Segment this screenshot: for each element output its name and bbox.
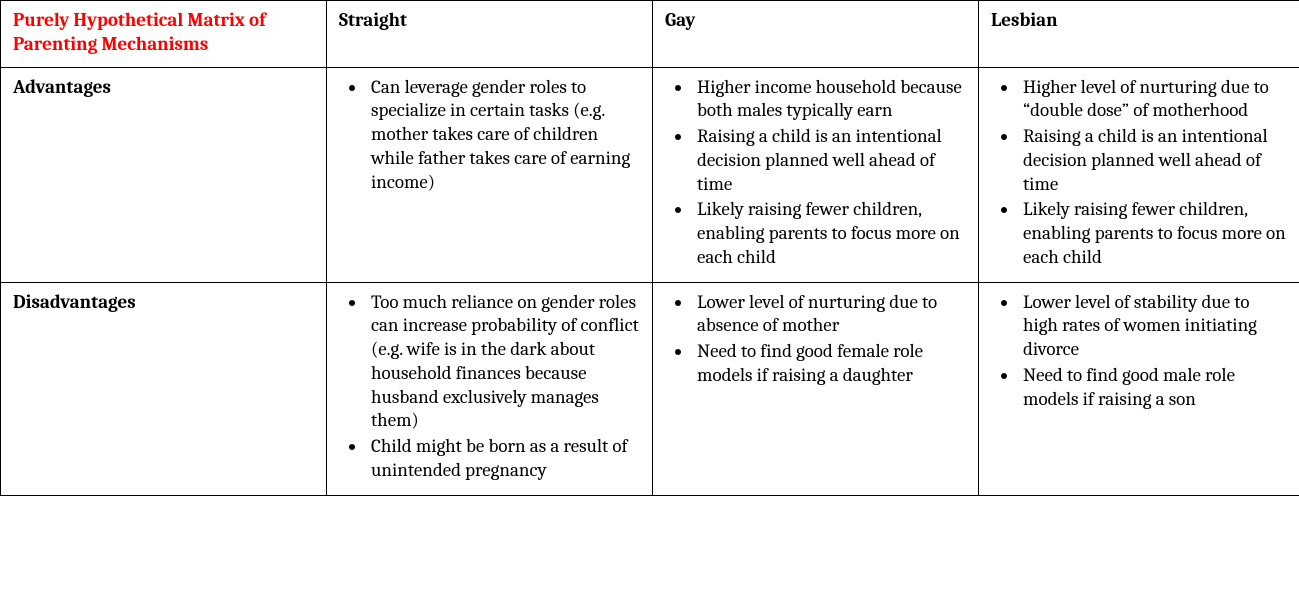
bullet-list: Too much reliance on gender roles can in… xyxy=(339,291,640,483)
col-header-straight: Straight xyxy=(327,1,653,68)
list-item: Child might be born as a result of unint… xyxy=(367,435,640,483)
cell-disadvantages-gay: Lower level of nurturing due to absence … xyxy=(653,282,979,495)
bullet-list: Lower level of stability due to high rat… xyxy=(991,291,1287,412)
page-container: Purely Hypothetical Matrix of Parenting … xyxy=(0,0,1299,496)
list-item: Raising a child is an intentional decisi… xyxy=(693,125,966,196)
cell-advantages-gay: Higher income household because both mal… xyxy=(653,67,979,282)
row-disadvantages: Disadvantages Too much reliance on gende… xyxy=(1,282,1299,495)
list-item: Higher income household because both mal… xyxy=(693,76,966,124)
list-item: Likely raising fewer children, enabling … xyxy=(693,198,966,269)
list-item: Raising a child is an intentional decisi… xyxy=(1019,125,1287,196)
list-item: Need to find good female role models if … xyxy=(693,340,966,388)
row-advantages: Advantages Can leverage gender roles to … xyxy=(1,67,1299,282)
list-item: Higher level of nurturing due to “double… xyxy=(1019,76,1287,124)
list-item: Likely raising fewer children, enabling … xyxy=(1019,198,1287,269)
bullet-list: Lower level of nurturing due to absence … xyxy=(665,291,966,388)
bullet-list: Higher level of nurturing due to “double… xyxy=(991,76,1287,270)
bullet-list: Higher income household because both mal… xyxy=(665,76,966,270)
cell-advantages-lesbian: Higher level of nurturing due to “double… xyxy=(979,67,1299,282)
list-item: Too much reliance on gender roles can in… xyxy=(367,291,640,434)
corner-title: Purely Hypothetical Matrix of Parenting … xyxy=(13,9,265,55)
row-label-disadvantages: Disadvantages xyxy=(1,282,327,495)
row-label-advantages: Advantages xyxy=(1,67,327,282)
cell-disadvantages-straight: Too much reliance on gender roles can in… xyxy=(327,282,653,495)
list-item: Can leverage gender roles to specialize … xyxy=(367,76,640,195)
matrix-table: Purely Hypothetical Matrix of Parenting … xyxy=(0,0,1299,496)
col-header-gay: Gay xyxy=(653,1,979,68)
list-item: Lower level of nurturing due to absence … xyxy=(693,291,966,339)
bullet-list: Can leverage gender roles to specialize … xyxy=(339,76,640,195)
cell-disadvantages-lesbian: Lower level of stability due to high rat… xyxy=(979,282,1299,495)
corner-title-cell: Purely Hypothetical Matrix of Parenting … xyxy=(1,1,327,68)
header-row: Purely Hypothetical Matrix of Parenting … xyxy=(1,1,1299,68)
list-item: Lower level of stability due to high rat… xyxy=(1019,291,1287,362)
table-head: Purely Hypothetical Matrix of Parenting … xyxy=(1,1,1299,68)
table-body: Advantages Can leverage gender roles to … xyxy=(1,67,1299,495)
col-header-lesbian: Lesbian xyxy=(979,1,1299,68)
cell-advantages-straight: Can leverage gender roles to specialize … xyxy=(327,67,653,282)
list-item: Need to find good male role models if ra… xyxy=(1019,364,1287,412)
